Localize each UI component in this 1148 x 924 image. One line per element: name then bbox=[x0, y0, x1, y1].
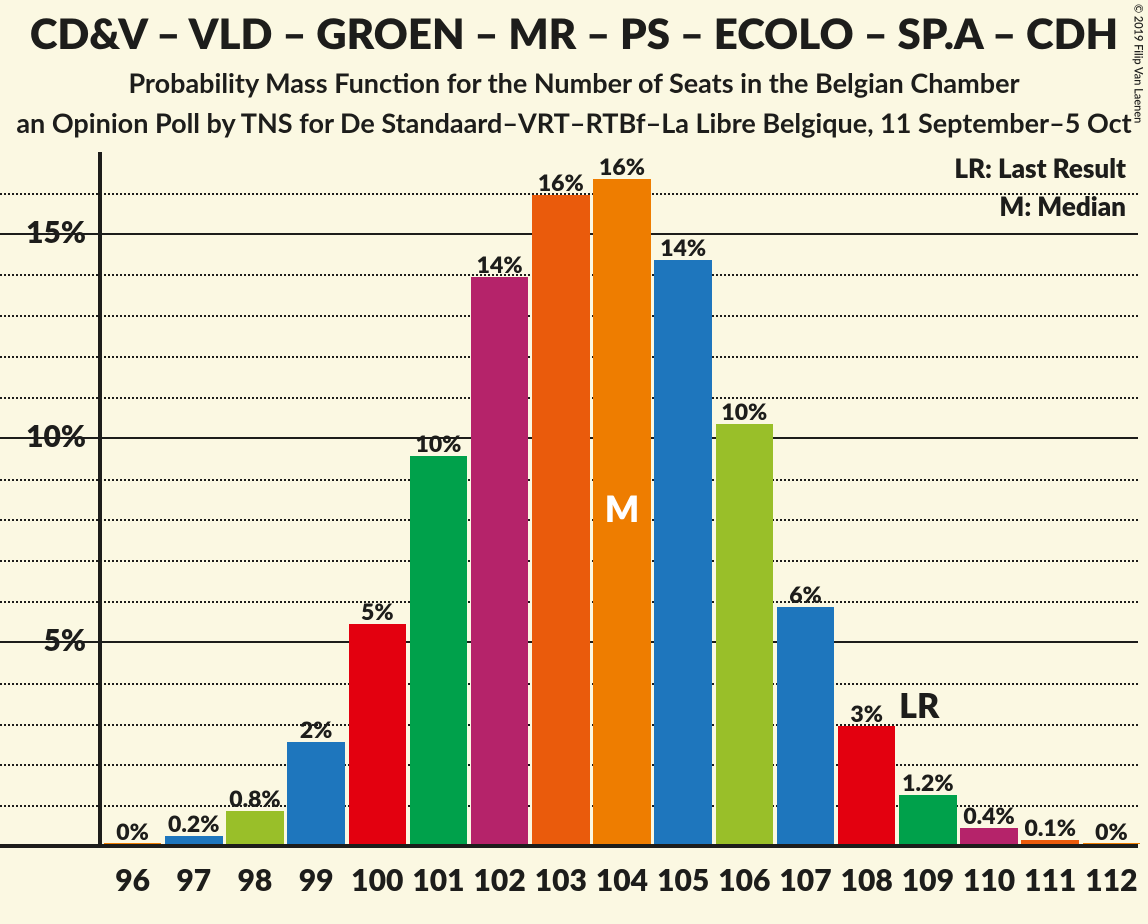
bar bbox=[165, 836, 223, 844]
bar bbox=[654, 260, 712, 844]
x-category-label: 112 bbox=[1073, 862, 1148, 898]
bar-value-label: 14% bbox=[461, 250, 539, 278]
y-tick-label: 15% bbox=[0, 214, 86, 250]
bar-value-label: 3% bbox=[828, 699, 906, 727]
bar bbox=[777, 607, 835, 844]
bar bbox=[226, 811, 284, 844]
bar-value-label: 14% bbox=[644, 233, 722, 261]
y-axis bbox=[98, 152, 102, 846]
bar-value-label: 1.2% bbox=[889, 768, 967, 796]
bar-value-label: 0.8% bbox=[216, 784, 294, 812]
page-title: CD&V – VLD – GROEN – MR – PS – ECOLO – S… bbox=[0, 8, 1148, 58]
y-tick-label: 10% bbox=[0, 418, 86, 454]
pmf-bar-chart: 5%10%15%0%960.2%970.8%982%995%10010%1011… bbox=[98, 152, 1138, 846]
bar-value-label: 0.2% bbox=[155, 809, 233, 837]
subtitle-2: an Opinion Poll by TNS for De Standaard–… bbox=[0, 106, 1148, 139]
median-marker: M bbox=[593, 486, 651, 530]
bar-value-label: 16% bbox=[583, 152, 661, 180]
bar-value-label: 2% bbox=[277, 715, 355, 743]
subtitle-1: Probability Mass Function for the Number… bbox=[0, 66, 1148, 99]
bar bbox=[471, 277, 529, 844]
bar bbox=[838, 726, 896, 844]
bar bbox=[532, 195, 590, 844]
bar-value-label: 10% bbox=[400, 429, 478, 457]
bar bbox=[349, 624, 407, 844]
bar-value-label: 10% bbox=[706, 397, 784, 425]
last-result-marker: LR bbox=[899, 685, 939, 726]
bar bbox=[287, 742, 345, 844]
bar-value-label: 0% bbox=[1073, 817, 1148, 845]
bar-value-label: 5% bbox=[339, 597, 417, 625]
bar bbox=[899, 795, 957, 844]
bar bbox=[960, 828, 1018, 844]
bar bbox=[410, 456, 468, 844]
copyright: © 2019 Filip Van Laenen bbox=[1131, 4, 1144, 123]
y-tick-label: 5% bbox=[0, 622, 86, 658]
bar-value-label: 6% bbox=[767, 580, 845, 608]
bar bbox=[716, 424, 774, 844]
